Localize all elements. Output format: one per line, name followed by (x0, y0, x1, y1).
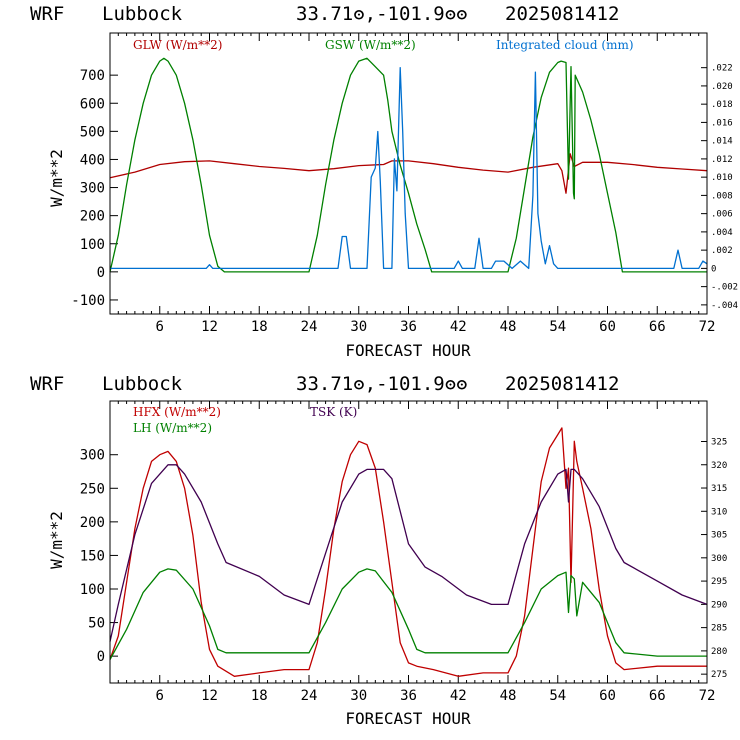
header-coords-2: 33.71ʘ,-101.9ʘʘ (296, 373, 468, 395)
radiation-x-tick-label: 60 (599, 319, 616, 335)
fluxes-x-tick-label: 6 (156, 688, 164, 704)
panel-fluxes-x-axis-label: FORECAST HOUR (345, 709, 471, 728)
fluxes-y2-tick-label: 280 (711, 647, 727, 657)
radiation-x-tick-label: 48 (500, 319, 517, 335)
radiation-x-tick-label: 42 (450, 319, 467, 335)
panel-radiation-ticks: 6 12 18 24 30 36 42 48 54 60 66 72 -100 0 100 200 300 400… (71, 33, 738, 335)
series-line-glw (109, 153, 708, 194)
fluxes-y-tick-label: 100 (80, 582, 105, 598)
fluxes-x-tick-label: 54 (549, 688, 566, 704)
fluxes-y-tick-label: 0 (97, 649, 105, 665)
radiation-y2-tick-label: .018 (711, 100, 733, 110)
panel-fluxes-y-axis-label: W/m**2 (47, 511, 66, 569)
radiation-y2-tick-label: .014 (711, 137, 733, 147)
radiation-y-tick-label: 500 (80, 124, 105, 140)
radiation-x-tick-label: 36 (400, 319, 417, 335)
fluxes-y2-tick-label: 315 (711, 484, 727, 494)
panel-radiation-x-axis-label: FORECAST HOUR (345, 341, 471, 360)
series-line-hfx (109, 427, 707, 677)
fluxes-y-tick-label: 300 (80, 448, 105, 464)
radiation-y2-tick-label: .006 (711, 210, 733, 220)
radiation-y2-tick-label: .012 (711, 155, 733, 165)
fluxes-y2-tick-label: 295 (711, 577, 727, 587)
fluxes-x-tick-label: 36 (400, 688, 417, 704)
legend-gsw: GSW (W/m**2) (325, 38, 416, 52)
radiation-y-tick-label: 400 (80, 152, 105, 168)
header-model-2: WRF (30, 373, 64, 395)
fluxes-x-tick-label: 24 (301, 688, 318, 704)
fluxes-x-tick-label: 18 (251, 688, 268, 704)
fluxes-y-tick-label: 50 (88, 616, 105, 632)
radiation-x-tick-label: 30 (350, 319, 367, 335)
radiation-y-tick-label: -100 (71, 293, 105, 309)
header-coords: 33.71ʘ,-101.9ʘʘ (296, 3, 468, 25)
radiation-x-tick-label: 24 (301, 319, 318, 335)
fluxes-y2-tick-label: 310 (711, 507, 727, 517)
panel-fluxes-plot-frame (109, 400, 708, 684)
panel-fluxes-series (109, 427, 708, 677)
fluxes-y2-tick-label: 320 (711, 461, 727, 471)
radiation-x-tick-label: 12 (201, 319, 218, 335)
fluxes-y2-tick-label: 305 (711, 531, 727, 541)
header-model: WRF (30, 3, 64, 25)
series-line-tsk (109, 464, 708, 642)
legend-integrated-cloud: Integrated cloud (mm) (496, 38, 634, 52)
radiation-y-tick-label: 300 (80, 181, 105, 197)
radiation-y2-tick-label: .008 (711, 191, 733, 201)
fluxes-y2-tick-label: 285 (711, 624, 727, 634)
header-location: Lubbock (102, 3, 183, 25)
panel-radiation: WRF Lubbock 33.71ʘ,-101.9ʘʘ 2025081412 6… (30, 3, 738, 360)
fluxes-y-tick-label: 250 (80, 481, 105, 497)
fluxes-y2-tick-label: 290 (711, 600, 727, 610)
radiation-y-tick-label: 600 (80, 96, 105, 112)
radiation-y-tick-label: 0 (97, 265, 105, 281)
series-line-integrated (110, 67, 708, 270)
legend-tsk: TSK (K) (310, 405, 357, 419)
radiation-x-tick-label: 54 (549, 319, 566, 335)
legend-lh: LH (W/m**2) (133, 421, 212, 435)
radiation-y2-tick-label: .004 (711, 228, 733, 238)
fluxes-x-tick-label: 48 (500, 688, 517, 704)
legend-glw: GLW (W/m**2) (133, 38, 222, 52)
header-init-time-2: 2025081412 (505, 373, 619, 395)
header-init-time: 2025081412 (505, 3, 619, 25)
fluxes-x-tick-label: 30 (350, 688, 367, 704)
fluxes-y-tick-label: 150 (80, 548, 105, 564)
radiation-y2-tick-label: 0 (711, 264, 716, 274)
panel-radiation-y-axis-label: W/m**2 (47, 149, 66, 207)
radiation-y-tick-label: 100 (80, 237, 105, 253)
radiation-y2-tick-label: .020 (711, 82, 733, 92)
radiation-y2-tick-label: -.004 (711, 301, 738, 311)
radiation-x-tick-label: 18 (251, 319, 268, 335)
fluxes-x-tick-label: 66 (649, 688, 666, 704)
panel-radiation-plot-frame (109, 32, 708, 315)
fluxes-y2-tick-label: 325 (711, 437, 727, 447)
radiation-y2-tick-label: .002 (711, 246, 733, 256)
radiation-y2-tick-label: -.002 (711, 283, 738, 293)
radiation-y2-tick-label: .022 (711, 64, 733, 74)
radiation-y2-tick-label: .010 (711, 173, 733, 183)
radiation-x-tick-label: 6 (156, 319, 164, 335)
fluxes-x-tick-label: 60 (599, 688, 616, 704)
fluxes-y-tick-label: 200 (80, 515, 105, 531)
radiation-x-tick-label: 66 (649, 319, 666, 335)
fluxes-x-tick-label: 72 (699, 688, 716, 704)
fluxes-y2-tick-label: 300 (711, 554, 727, 564)
fluxes-x-tick-label: 12 (201, 688, 218, 704)
radiation-y-tick-label: 200 (80, 209, 105, 225)
radiation-x-tick-label: 72 (699, 319, 716, 335)
fluxes-x-tick-label: 42 (450, 688, 467, 704)
series-line-gsw (109, 57, 707, 273)
fluxes-y2-tick-label: 275 (711, 670, 727, 680)
legend-hfx: HFX (W/m**2) (133, 405, 221, 419)
panel-fluxes: WRF Lubbock 33.71ʘ,-101.9ʘʘ 2025081412 6… (30, 373, 727, 728)
header-location-2: Lubbock (102, 373, 183, 395)
radiation-y-tick-label: 700 (80, 68, 105, 84)
radiation-y2-tick-label: .016 (711, 118, 733, 128)
series-line-lh (109, 568, 707, 660)
panel-radiation-series (109, 57, 708, 273)
